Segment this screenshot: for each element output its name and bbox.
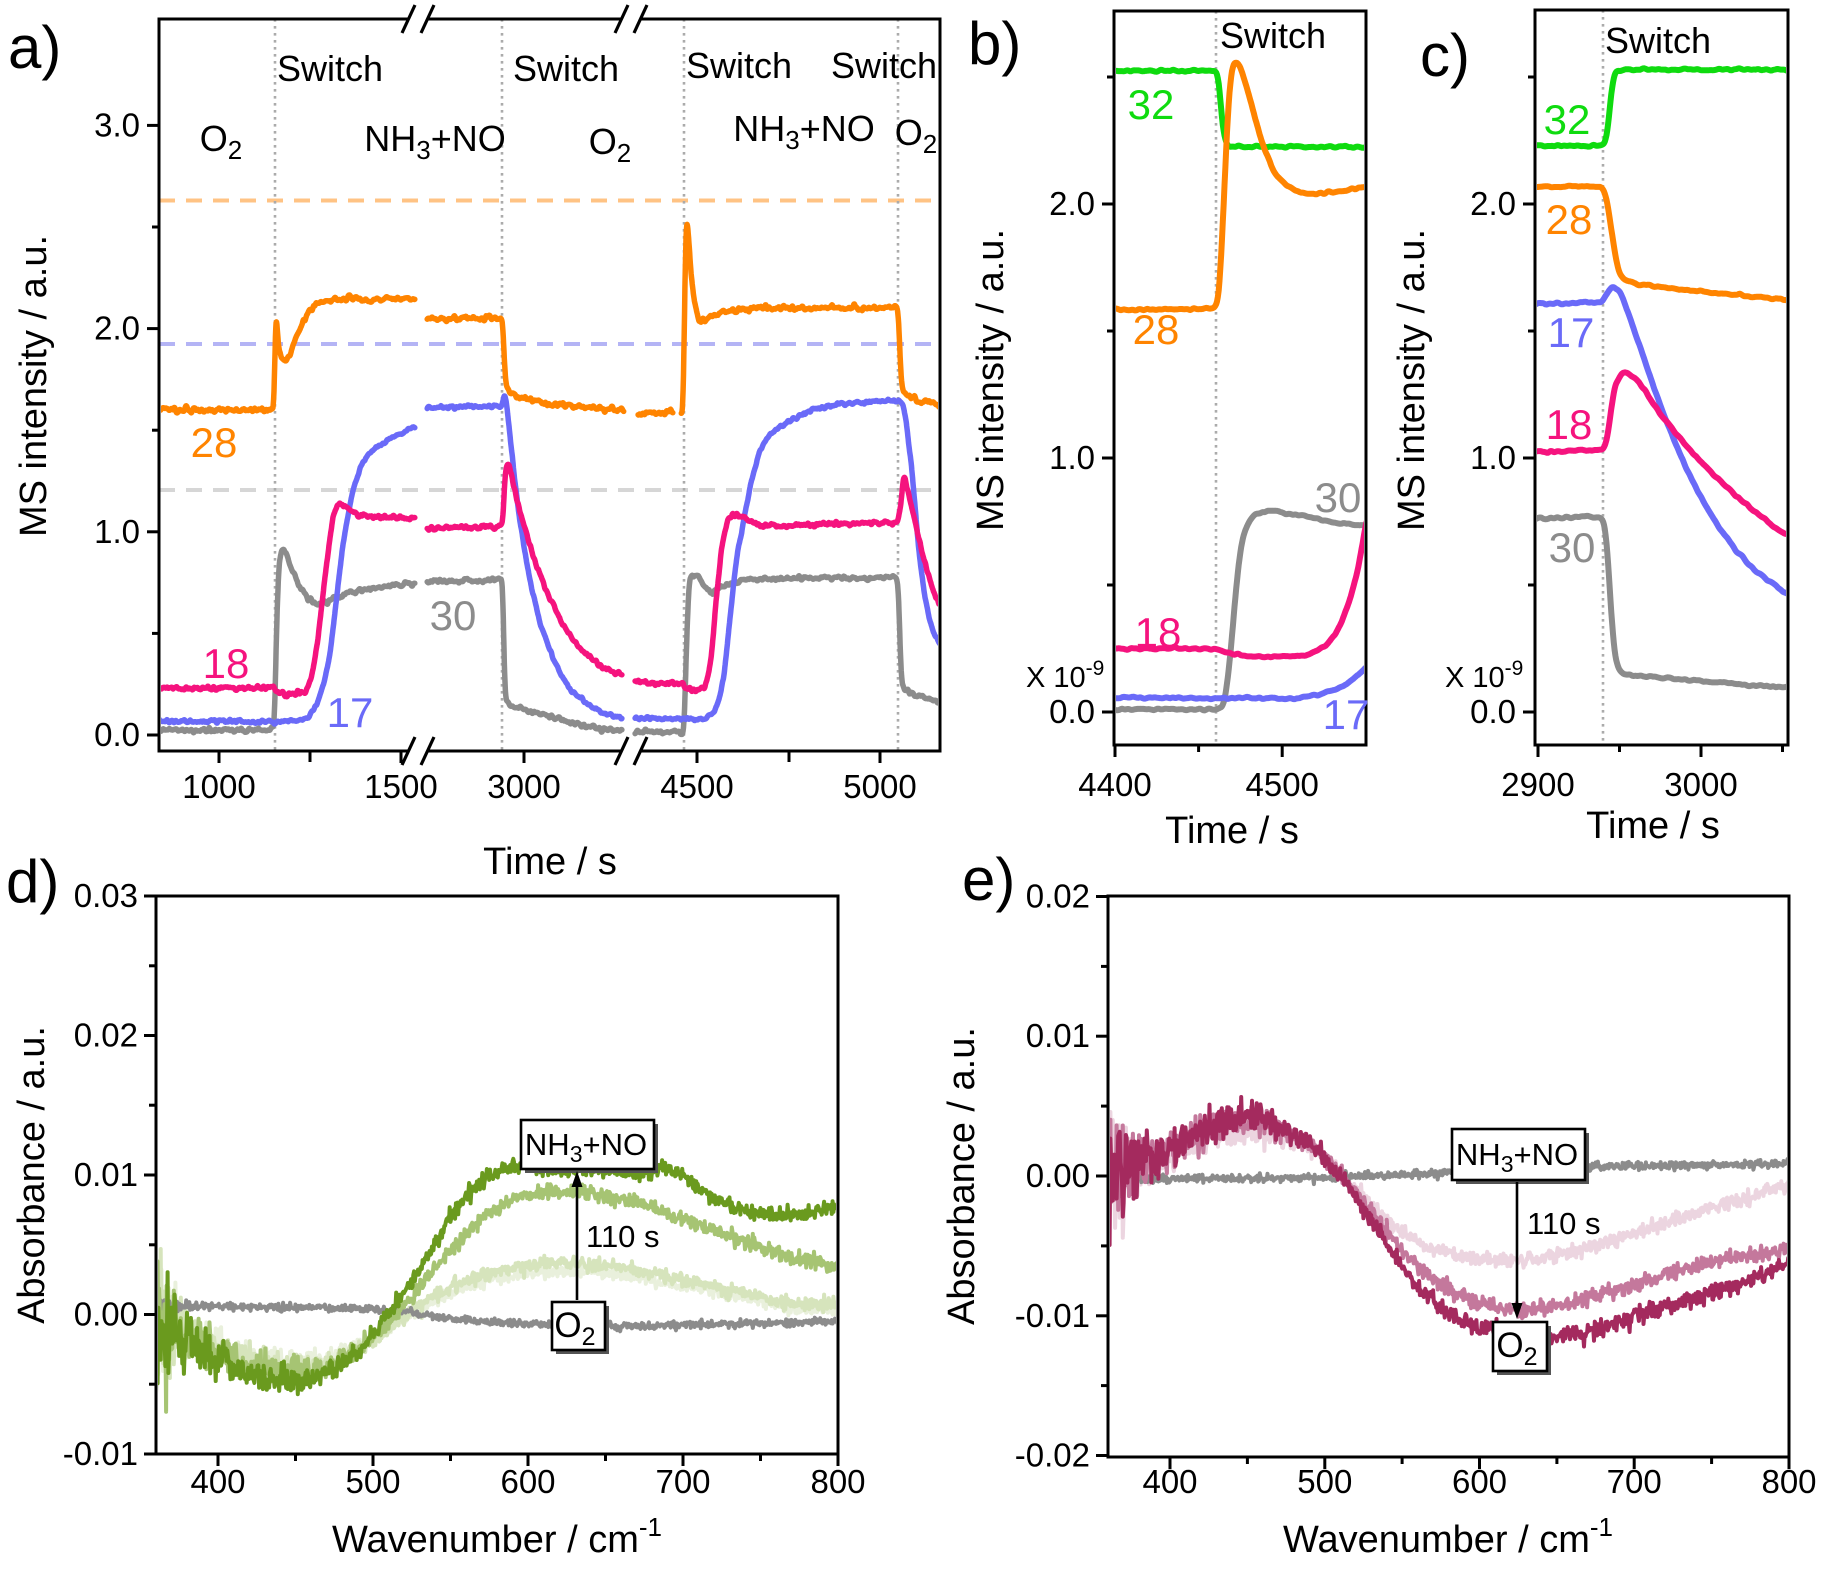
svg-text:O2: O2 xyxy=(895,112,937,159)
svg-text:500: 500 xyxy=(345,1463,400,1500)
svg-text:-0.02: -0.02 xyxy=(1015,1437,1090,1474)
svg-text:0.01: 0.01 xyxy=(74,1156,138,1193)
svg-text:17: 17 xyxy=(327,689,374,736)
svg-text:d): d) xyxy=(6,848,59,915)
svg-text:1.0: 1.0 xyxy=(94,513,140,550)
svg-text:NH3+NO: NH3+NO xyxy=(364,118,506,165)
svg-text:Absorbance / a.u.: Absorbance / a.u. xyxy=(941,1027,983,1325)
svg-text:Time / s: Time / s xyxy=(1586,805,1720,847)
svg-text:30: 30 xyxy=(1549,524,1596,571)
svg-text:3000: 3000 xyxy=(1664,766,1737,803)
svg-text:4400: 4400 xyxy=(1078,766,1151,803)
svg-text:18: 18 xyxy=(203,640,250,687)
svg-text:NH3+NO: NH3+NO xyxy=(525,1127,647,1167)
svg-text:0.00: 0.00 xyxy=(74,1296,138,1333)
svg-text:600: 600 xyxy=(500,1463,555,1500)
svg-text:400: 400 xyxy=(190,1463,245,1500)
svg-text:30: 30 xyxy=(430,592,477,639)
svg-text:800: 800 xyxy=(1761,1463,1816,1500)
svg-text:MS intensity / a.u.: MS intensity / a.u. xyxy=(1391,229,1433,531)
svg-text:0.03: 0.03 xyxy=(74,877,138,914)
svg-text:2.0: 2.0 xyxy=(1470,185,1516,222)
svg-text:e): e) xyxy=(962,846,1015,913)
svg-text:1.0: 1.0 xyxy=(1049,439,1095,476)
svg-text:Absorbance / a.u.: Absorbance / a.u. xyxy=(11,1026,53,1324)
svg-text:Switch: Switch xyxy=(277,48,383,89)
svg-text:-0.01: -0.01 xyxy=(1015,1297,1090,1334)
svg-text:Switch: Switch xyxy=(686,45,792,86)
svg-text:Time / s: Time / s xyxy=(1165,810,1299,852)
svg-text:800: 800 xyxy=(810,1463,865,1500)
svg-text:4500: 4500 xyxy=(660,768,733,805)
svg-text:0.0: 0.0 xyxy=(1470,693,1516,730)
svg-text:18: 18 xyxy=(1135,609,1182,656)
svg-text:700: 700 xyxy=(655,1463,710,1500)
svg-text:MS intensity / a.u.: MS intensity / a.u. xyxy=(970,229,1012,531)
svg-text:700: 700 xyxy=(1607,1463,1662,1500)
svg-text:110 s: 110 s xyxy=(586,1219,660,1254)
svg-text:1000: 1000 xyxy=(182,768,255,805)
svg-text:32: 32 xyxy=(1544,96,1591,143)
svg-text:0.00: 0.00 xyxy=(1026,1157,1090,1194)
svg-text:0.02: 0.02 xyxy=(1026,878,1090,915)
svg-text:Wavenumber / cm-1: Wavenumber / cm-1 xyxy=(1283,1512,1613,1561)
svg-text:30: 30 xyxy=(1315,474,1362,521)
svg-text:600: 600 xyxy=(1452,1463,1507,1500)
svg-text:0.01: 0.01 xyxy=(1026,1017,1090,1054)
svg-text:Switch: Switch xyxy=(831,45,937,86)
svg-text:Time / s: Time / s xyxy=(483,841,617,883)
svg-text:Wavenumber / cm-1: Wavenumber / cm-1 xyxy=(332,1512,662,1561)
svg-text:1.0: 1.0 xyxy=(1470,439,1516,476)
svg-text:0.0: 0.0 xyxy=(1049,693,1095,730)
svg-text:3.0: 3.0 xyxy=(94,106,140,143)
svg-text:400: 400 xyxy=(1142,1463,1197,1500)
svg-text:2.0: 2.0 xyxy=(94,310,140,347)
svg-text:17: 17 xyxy=(1323,691,1370,738)
svg-text:5000: 5000 xyxy=(843,768,916,805)
svg-text:28: 28 xyxy=(1546,196,1593,243)
svg-text:500: 500 xyxy=(1297,1463,1352,1500)
svg-text:MS intensity / a.u.: MS intensity / a.u. xyxy=(13,235,55,537)
svg-text:18: 18 xyxy=(1546,401,1593,448)
svg-text:17: 17 xyxy=(1548,309,1595,356)
svg-text:110 s: 110 s xyxy=(1527,1206,1601,1241)
svg-text:c): c) xyxy=(1420,22,1470,89)
svg-text:a): a) xyxy=(8,14,61,81)
svg-text:X 10-9: X 10-9 xyxy=(1445,657,1523,694)
svg-text:0.02: 0.02 xyxy=(74,1017,138,1054)
svg-text:3000: 3000 xyxy=(487,768,560,805)
svg-text:28: 28 xyxy=(191,419,238,466)
svg-text:2900: 2900 xyxy=(1501,766,1574,803)
svg-text:2.0: 2.0 xyxy=(1049,185,1095,222)
svg-text:28: 28 xyxy=(1133,306,1180,353)
svg-text:Switch: Switch xyxy=(513,48,619,89)
svg-text:Switch: Switch xyxy=(1605,20,1711,61)
svg-text:NH3+NO: NH3+NO xyxy=(1456,1137,1578,1177)
svg-text:0.0: 0.0 xyxy=(94,716,140,753)
svg-text:-0.01: -0.01 xyxy=(63,1435,138,1472)
svg-text:4500: 4500 xyxy=(1245,766,1318,803)
svg-text:Switch: Switch xyxy=(1220,15,1326,56)
svg-text:b): b) xyxy=(968,10,1021,77)
svg-text:1500: 1500 xyxy=(364,768,437,805)
svg-text:32: 32 xyxy=(1128,81,1175,128)
svg-text:NH3+NO: NH3+NO xyxy=(733,108,875,155)
